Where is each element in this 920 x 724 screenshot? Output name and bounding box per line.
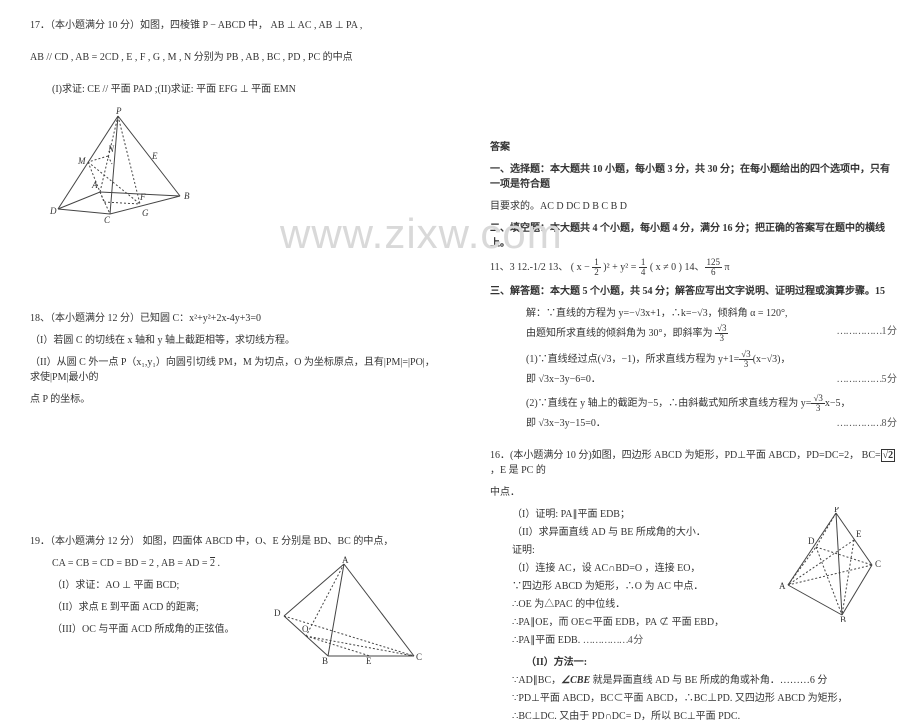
q16-m2b-a: ∵AD∥BC， <box>512 675 561 686</box>
s3-l1b-t: 由题知所求直线的倾斜角为 30°，即斜率为 <box>526 328 713 339</box>
p17-label-B: B <box>184 191 190 201</box>
p17-label-E: E <box>151 151 158 161</box>
s3-l3b-t: 即 √3x−3y−15=0． <box>526 418 606 429</box>
s3-l2a-tail: (x−√3)， <box>753 354 791 365</box>
p16-label-P: P <box>834 507 839 514</box>
s3-l3a-frac: √33 <box>811 394 824 413</box>
q17-head: 17．（本小题满分 10 分）如图，四棱锥 P − ABCD 中， AB ⊥ A… <box>30 18 436 33</box>
s3-score3: ……………8 分 <box>837 416 897 431</box>
q18-l3: （II）从圆 C 外一点 P（x₁,y₁）向圆引切线 PM，M 为切点，O 为坐… <box>30 355 436 385</box>
s3-l1a: 解：∵直线的方程为 y=−√3x+1，∴k=−√3，倾斜角 α = 120°, <box>490 306 896 321</box>
q19-head: 19．（本小题满分 12 分） 如图，四面体 ABCD 中，O、E 分别是 BD… <box>30 534 436 549</box>
p19-label-C: C <box>416 652 422 662</box>
left-column: 17．（本小题满分 10 分）如图，四棱锥 P − ABCD 中， AB ⊥ A… <box>0 0 460 651</box>
p17-label-M: M <box>77 156 86 166</box>
page-container: 17．（本小题满分 10 分）如图，四棱锥 P − ABCD 中， AB ⊥ A… <box>0 0 920 651</box>
q18-head: 18、（本小题满分 12 分）已知圆 C：x²+y²+2x-4y+3=0 <box>30 311 436 326</box>
s3-l2a-frac: √33 <box>739 350 752 369</box>
q16-m2d: ∴BC⊥DC. 又由于 PD∩DC= D，所以 BC⊥平面 PDC. <box>490 709 896 724</box>
s2-l1d: ( x ≠ 0 ) 14、 <box>647 262 704 273</box>
p16-label-A: A <box>779 581 786 591</box>
p17-label-P: P <box>115 106 122 116</box>
s2-frac3: 1256 <box>705 258 723 277</box>
q16-l8-t: ∴PA∥平面 EDB. <box>512 635 580 646</box>
p16-label-C: C <box>875 559 881 569</box>
ans-header: 答案 <box>490 140 896 155</box>
p16-label-D: D <box>808 536 815 546</box>
p16-label-B: B <box>840 615 846 622</box>
s3-l2b: 即 √3x−3y−6=0． ……………5 分 <box>490 372 896 387</box>
s2-h: 二、填空题：本大题共 4 个小题，每小题 4 分，满分 16 分；把正确的答案写… <box>490 221 896 251</box>
q18-l2: （I）若圆 C 的切线在 x 轴和 y 轴上截距相等，求切线方程。 <box>30 333 436 348</box>
p17-label-N: N <box>107 144 115 154</box>
s2-frac1: 12 <box>592 258 601 277</box>
s1-h2: 目要求的。AC D DC D B C B D <box>490 199 896 214</box>
q19-diagram: A D B C O E <box>266 556 426 669</box>
q16-l8: ∴PA∥平面 EDB. ……………4 分 <box>490 633 896 648</box>
p19-label-D: D <box>274 608 281 618</box>
p19-label-B: B <box>322 656 328 666</box>
p19-label-A: A <box>342 556 349 565</box>
s3-l2b-t: 即 √3x−3y−6=0． <box>526 374 601 385</box>
p17-label-G: G <box>142 208 149 218</box>
q17-diagram: P D C B A M N E F G <box>40 104 436 227</box>
q16-m2: （II）方法一: <box>490 655 896 670</box>
s3-l3b: 即 √3x−3y−15=0． ……………8 分 <box>490 416 896 431</box>
s3-l3a-t: (2)∵直线在 y 轴上的截距为−5，∴由斜截式知所求直线方程为 y= <box>526 398 811 409</box>
s2-l1e: π <box>722 262 730 273</box>
s1-h: 一、选择题：本大题共 10 小题，每小题 3 分，共 30 分；在每小题给出的四… <box>490 162 896 192</box>
q16-score1: ……………4 分 <box>583 635 643 646</box>
s3-h: 三、解答题：本大题 5 个小题，共 54 分；解答应写出文字说明、证明过程或演算… <box>490 284 896 299</box>
q16-head-a: 16．(本小题满分 10 分)如图，四边形 ABCD 为矩形，PD⊥平面 ABC… <box>490 450 881 461</box>
q16-diagram: P D A B C E <box>776 507 886 625</box>
q16-head: 16．(本小题满分 10 分)如图，四边形 ABCD 为矩形，PD⊥平面 ABC… <box>490 448 896 478</box>
q16-m2b: ∵AD∥BC，∠CBE 就是异面直线 AD 与 BE 所成的角或补角．………6 … <box>490 673 896 688</box>
s3-score2: ……………5 分 <box>837 372 897 387</box>
s3-l2a: (1)∵直线经过点(√3，−1)，所求直线方程为 y+1=√33(x−√3)， <box>490 350 896 369</box>
right-column: 答案 一、选择题：本大题共 10 小题，每小题 3 分，共 30 分；在每小题给… <box>460 0 920 651</box>
p17-label-D: D <box>49 206 57 216</box>
p17-label-A: A <box>91 180 98 190</box>
s3-l3a-tail: x−5， <box>825 398 851 409</box>
s3-score1: ……………1 分 <box>837 324 897 339</box>
q18-l4: 点 P 的坐标。 <box>30 392 436 407</box>
s3-l1b: 由题知所求直线的倾斜角为 30°，即斜率为 √33 ……………1 分 <box>490 324 896 343</box>
q17-l2: AB // CD , AB = 2CD , E , F , G , M , N … <box>30 50 436 65</box>
s3-l2a-t: (1)∵直线经过点(√3，−1)，所求直线方程为 y+1= <box>526 354 739 365</box>
s2-l1b: ( x − <box>571 262 592 273</box>
p17-label-C: C <box>104 215 111 224</box>
p17-label-F: F <box>139 192 146 202</box>
q16-m2b-b: ∠CBE <box>561 675 590 686</box>
q16-head-root: √2 <box>881 449 896 462</box>
p16-label-E: E <box>856 529 862 539</box>
q16-m2c: ∵PD⊥平面 ABCD，BC⊂平面 ABCD，∴BC⊥PD. 又四边形 ABCD… <box>490 691 896 706</box>
q16-head-b: ，E 是 PC 的 <box>490 465 546 476</box>
q16-m2b-c: 就是异面直线 AD 与 BE 所成的角或补角．………6 分 <box>590 675 827 686</box>
q19-eq-text: CA = CB = CD = BD = 2 , AB = AD = 2 . <box>52 558 220 569</box>
q16-head-c: 中点． <box>490 485 896 500</box>
s3-l1b-frac: √33 <box>715 324 728 343</box>
q17-l3: (I)求证: CE // 平面 PAD ;(II)求证: 平面 EFG ⊥ 平面… <box>30 82 436 97</box>
s2-l1a: 11、3 12.-1/2 13、 <box>490 262 568 273</box>
s3-l3a: (2)∵直线在 y 轴上的截距为−5，∴由斜截式知所求直线方程为 y=√33x−… <box>490 394 896 413</box>
s2-l1: 11、3 12.-1/2 13、 ( x − 12 )² + y² = 14 (… <box>490 258 896 277</box>
s2-l1c: )² + y² = <box>601 262 639 273</box>
p19-label-E: E <box>366 656 372 666</box>
p19-label-O: O <box>302 624 309 634</box>
